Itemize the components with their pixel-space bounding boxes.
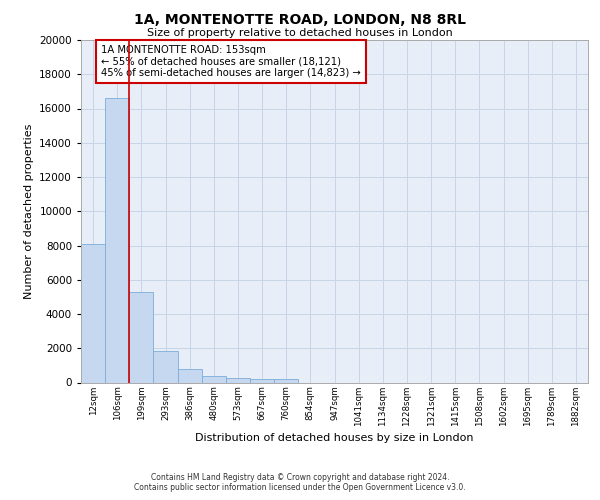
Text: 1A MONTENOTTE ROAD: 153sqm
← 55% of detached houses are smaller (18,121)
45% of : 1A MONTENOTTE ROAD: 153sqm ← 55% of deta… [101, 45, 361, 78]
Bar [154, 351, 178, 382]
Bar [274, 379, 298, 382]
Text: 1A, MONTENOTTE ROAD, LONDON, N8 8RL: 1A, MONTENOTTE ROAD, LONDON, N8 8RL [134, 12, 466, 26]
Text: Size of property relative to detached houses in London: Size of property relative to detached ho… [147, 28, 453, 38]
Bar [81, 244, 105, 382]
Bar [226, 378, 250, 382]
Bar [178, 369, 202, 382]
Bar [129, 292, 154, 382]
Bar [250, 378, 274, 382]
Bar [105, 98, 129, 382]
X-axis label: Distribution of detached houses by size in London: Distribution of detached houses by size … [195, 432, 474, 442]
Text: Contains HM Land Registry data © Crown copyright and database right 2024.
Contai: Contains HM Land Registry data © Crown c… [134, 473, 466, 492]
Bar [202, 376, 226, 382]
Y-axis label: Number of detached properties: Number of detached properties [23, 124, 34, 299]
